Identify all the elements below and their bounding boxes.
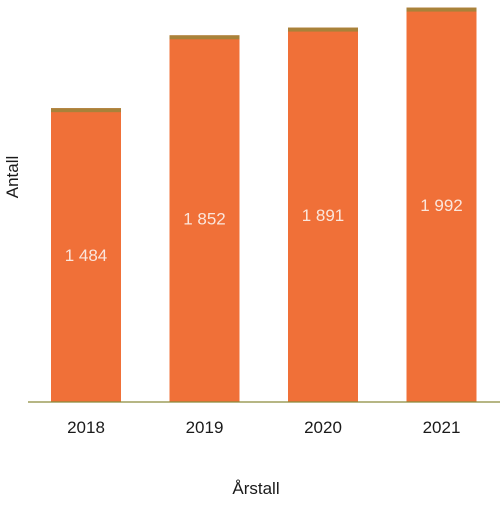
bar-2019 (169, 35, 240, 402)
x-tick-label-2021: 2021 (423, 418, 461, 437)
bar-top-2019 (169, 35, 240, 40)
data-label-2021: 1 992 (420, 196, 463, 215)
x-tick-label-2018: 2018 (67, 418, 105, 437)
data-label-2018: 1 484 (65, 246, 108, 265)
data-label-2019: 1 852 (183, 210, 226, 229)
y-axis-title: Antall (3, 156, 22, 199)
x-axis-title: Årstall (232, 479, 279, 498)
bar-top-2018 (51, 108, 121, 113)
bar-top-2020 (288, 27, 358, 32)
bar-2018 (51, 108, 121, 402)
x-tick-label-2020: 2020 (304, 418, 342, 437)
bars-group (51, 7, 477, 402)
bar-top-2021 (406, 7, 477, 12)
bar-2021 (406, 7, 477, 402)
data-label-2020: 1 891 (302, 206, 345, 225)
x-tick-label-2019: 2019 (186, 418, 224, 437)
data-labels-group: 1 484 1 852 1 891 1 992 (65, 196, 463, 265)
x-tick-labels-group: 2018 2019 2020 2021 (67, 418, 460, 437)
bar-2020 (288, 27, 358, 402)
